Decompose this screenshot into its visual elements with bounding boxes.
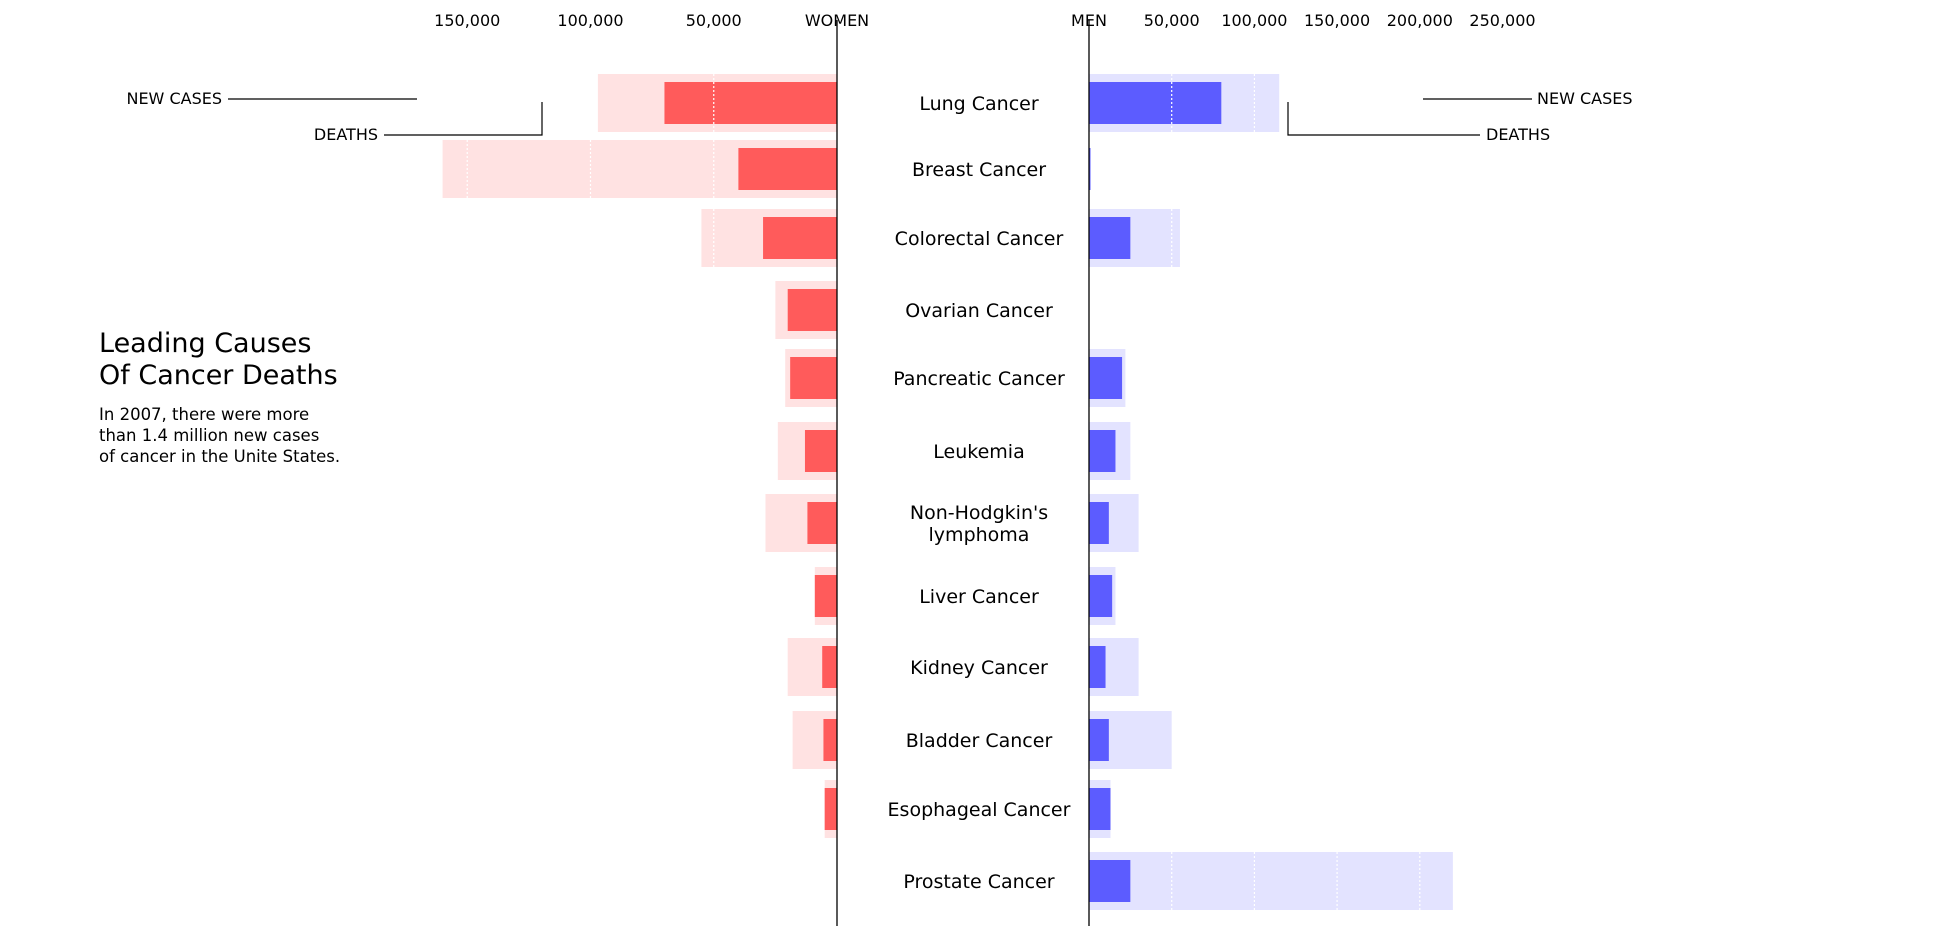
chart-description: In 2007, there were more than 1.4 millio… [99,404,399,467]
men-new-cases-callout-label: NEW CASES [1537,89,1633,108]
bar-men-new-cases-prostate-cancer [1089,852,1453,910]
bar-women-deaths-non-hodgkin-s-lymphoma [807,502,837,544]
category-label-line: Pancreatic Cancer [893,368,1065,390]
description-line-2: than 1.4 million new cases [99,426,320,445]
category-label-colorectal-cancer: Colorectal Cancer [895,228,1064,250]
women-tick-label: 150,000 [434,11,500,30]
category-label-line: Esophageal Cancer [888,799,1071,821]
description-line-3: of cancer in the Unite States. [99,447,341,466]
annotation-layer: NEW CASES DEATHS NEW CASES DEATHS [126,89,1632,144]
category-label-pancreatic-cancer: Pancreatic Cancer [893,368,1065,390]
category-label-lung-cancer: Lung Cancer [919,93,1039,115]
bar-women-deaths-colorectal-cancer [763,217,837,259]
category-label-line: Bladder Cancer [906,730,1053,752]
category-label-line: Ovarian Cancer [905,300,1053,322]
bar-women-deaths-pancreatic-cancer [790,357,837,399]
men-deaths-leader-line [1287,102,1480,136]
category-label-ovarian-cancer: Ovarian Cancer [905,300,1053,322]
category-label-line: Liver Cancer [919,586,1039,608]
category-label-line: Kidney Cancer [910,657,1048,679]
category-label-line: Colorectal Cancer [895,228,1064,250]
labels-layer: Lung Cancer Breast Cancer Colorectal Cance… [888,93,1071,893]
men-tick-label: 250,000 [1469,11,1535,30]
men-tick-label: 150,000 [1304,11,1370,30]
bar-men-deaths-kidney-cancer [1089,646,1106,688]
category-label-liver-cancer: Liver Cancer [919,586,1039,608]
bar-women-deaths-esophageal-cancer [824,788,837,830]
women-deaths-callout-label: DEATHS [314,125,378,144]
men-tick-label: 50,000 [1144,11,1200,30]
category-label-line: Non-Hodgkin's [910,502,1048,524]
description-line-1: In 2007, there were more [99,405,310,424]
women-new-cases-callout-label: NEW CASES [126,89,222,108]
bar-men-deaths-breast-cancer [1089,148,1091,190]
category-label-bladder-cancer: Bladder Cancer [906,730,1053,752]
chart-title-line-2: Of Cancer Deaths [99,360,338,391]
bar-men-deaths-leukemia [1089,430,1116,472]
bar-men-deaths-colorectal-cancer [1089,217,1131,259]
category-label-kidney-cancer: Kidney Cancer [910,657,1048,679]
category-label-line: Prostate Cancer [903,871,1054,893]
bars-layer [442,74,1453,910]
women-tick-label: 100,000 [557,11,623,30]
men-tick-label: 200,000 [1387,11,1453,30]
bar-men-deaths-non-hodgkin-s-lymphoma [1089,502,1109,544]
category-label-breast-cancer: Breast Cancer [912,159,1046,181]
women-header: WOMEN [805,11,869,30]
women-tick-label: 50,000 [686,11,742,30]
bar-women-deaths-liver-cancer [814,575,837,617]
category-label-non-hodgkin-s-lymphoma: Non-Hodgkin's lymphoma [910,502,1048,546]
category-label-line: lymphoma [929,524,1030,546]
bar-men-deaths-lung-cancer [1089,82,1222,124]
axes-layer: WOMEN MEN 150,000 100,000 50,000 50,000 100,00… [434,11,1536,926]
category-label-leukemia: Leukemia [933,441,1024,463]
bar-men-deaths-prostate-cancer [1089,860,1131,902]
chart-title-block: Leading Causes Of Cancer Deaths In 2007,… [99,328,399,467]
bar-men-deaths-bladder-cancer [1089,719,1109,761]
chart-title-line-1: Leading Causes [99,328,312,359]
men-tick-label: 100,000 [1221,11,1287,30]
bar-women-deaths-ovarian-cancer [787,289,837,331]
bar-men-deaths-pancreatic-cancer [1089,357,1123,399]
category-label-line: Breast Cancer [912,159,1046,181]
bar-women-deaths-kidney-cancer [822,646,837,688]
category-label-prostate-cancer: Prostate Cancer [903,871,1054,893]
bar-men-deaths-liver-cancer [1089,575,1113,617]
category-label-line: Lung Cancer [919,93,1039,115]
men-deaths-callout-label: DEATHS [1486,125,1550,144]
bar-women-deaths-leukemia [804,430,837,472]
bar-women-deaths-lung-cancer [664,82,837,124]
bar-women-deaths-breast-cancer [738,148,837,190]
bar-women-deaths-bladder-cancer [823,719,837,761]
category-label-line: Leukemia [933,441,1024,463]
category-label-esophageal-cancer: Esophageal Cancer [888,799,1071,821]
women-deaths-leader-line [384,102,543,136]
men-header: MEN [1071,11,1107,30]
bar-men-deaths-esophageal-cancer [1089,788,1111,830]
grid-layer [466,74,1421,910]
